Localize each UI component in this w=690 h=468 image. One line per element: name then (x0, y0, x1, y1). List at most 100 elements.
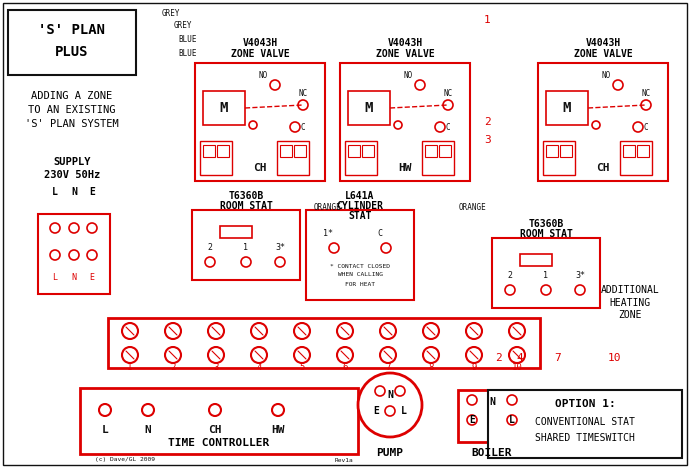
Text: * CONTACT CLOSED: * CONTACT CLOSED (330, 263, 390, 269)
Text: CH: CH (596, 163, 610, 173)
Text: 'S' PLAN SYSTEM: 'S' PLAN SYSTEM (25, 119, 119, 129)
Text: (c) Dave/GL 2009: (c) Dave/GL 2009 (95, 458, 155, 462)
Text: BLUE: BLUE (178, 50, 197, 58)
Text: SUPPLY: SUPPLY (53, 157, 91, 167)
Bar (458, 390, 526, 442)
Circle shape (641, 100, 651, 110)
Text: CYLINDER: CYLINDER (337, 201, 384, 211)
Text: GREY: GREY (174, 22, 193, 30)
Text: ORANGE: ORANGE (459, 203, 486, 212)
Bar (362, 145, 374, 157)
Text: NC: NC (444, 88, 453, 97)
Bar (348, 145, 360, 157)
Text: 2: 2 (170, 364, 176, 373)
Text: C: C (446, 123, 451, 132)
Circle shape (205, 257, 215, 267)
Circle shape (633, 122, 643, 132)
Text: M: M (563, 101, 571, 115)
Bar (543, 141, 575, 175)
Text: E: E (89, 187, 95, 197)
Text: HW: HW (271, 425, 285, 435)
Text: C: C (377, 229, 382, 239)
Text: TIME CONTROLLER: TIME CONTROLLER (168, 438, 270, 448)
Text: NO: NO (602, 71, 611, 80)
Text: OPTION 1:: OPTION 1: (555, 399, 615, 409)
Text: 4: 4 (256, 364, 262, 373)
Text: NO: NO (258, 71, 268, 80)
Bar (439, 145, 451, 157)
Text: BOILER: BOILER (472, 448, 512, 458)
Circle shape (592, 121, 600, 129)
Text: 1: 1 (484, 15, 491, 25)
Circle shape (415, 80, 425, 90)
Circle shape (575, 285, 585, 295)
Bar (345, 141, 377, 175)
Text: 1: 1 (544, 271, 549, 280)
Text: 10: 10 (511, 364, 522, 373)
Bar (192, 210, 300, 280)
Text: T6360B: T6360B (529, 219, 564, 229)
Circle shape (251, 347, 267, 363)
Text: 1*: 1* (323, 229, 333, 239)
Bar (546, 145, 558, 157)
Circle shape (165, 323, 181, 339)
Circle shape (509, 347, 525, 363)
Circle shape (294, 347, 310, 363)
Text: Rev1a: Rev1a (335, 458, 354, 462)
Text: CH: CH (253, 163, 267, 173)
Text: N: N (72, 273, 77, 283)
Text: 7: 7 (385, 364, 391, 373)
Text: N: N (387, 390, 393, 400)
Circle shape (505, 285, 515, 295)
Text: V4043H: V4043H (242, 38, 277, 48)
Bar (520, 254, 552, 266)
Text: ZONE VALVE: ZONE VALVE (573, 49, 632, 59)
Text: 8: 8 (428, 364, 434, 373)
Text: N: N (145, 425, 151, 435)
Text: 3: 3 (484, 135, 491, 145)
Text: L: L (509, 415, 515, 425)
Bar (620, 141, 652, 175)
Text: N: N (489, 397, 495, 407)
Circle shape (50, 223, 60, 233)
Text: L: L (52, 187, 58, 197)
Circle shape (395, 386, 405, 396)
Circle shape (358, 373, 422, 437)
Text: 2: 2 (495, 353, 502, 363)
Bar (340, 63, 470, 181)
Circle shape (275, 257, 285, 267)
Text: HW: HW (398, 163, 412, 173)
Circle shape (375, 386, 385, 396)
Text: CH: CH (208, 425, 221, 435)
Text: PUMP: PUMP (377, 448, 404, 458)
Circle shape (423, 347, 439, 363)
Text: M: M (365, 101, 373, 115)
Text: 2: 2 (208, 243, 213, 253)
Circle shape (298, 100, 308, 110)
Bar (488, 390, 682, 458)
Text: V4043H: V4043H (387, 38, 422, 48)
Text: N: N (71, 187, 77, 197)
Bar (560, 145, 572, 157)
Circle shape (209, 404, 221, 416)
Text: 2: 2 (508, 271, 513, 280)
Circle shape (249, 121, 257, 129)
Text: ZONE VALVE: ZONE VALVE (230, 49, 289, 59)
Text: NO: NO (404, 71, 413, 80)
Circle shape (294, 323, 310, 339)
Circle shape (337, 347, 353, 363)
Text: E: E (373, 406, 379, 416)
Bar (280, 145, 292, 157)
Circle shape (241, 257, 251, 267)
Bar (306, 210, 414, 300)
Bar (546, 91, 588, 125)
Text: 3*: 3* (575, 271, 585, 280)
Circle shape (467, 395, 477, 405)
Circle shape (380, 323, 396, 339)
Bar (217, 145, 229, 157)
Circle shape (142, 404, 154, 416)
Circle shape (251, 323, 267, 339)
Circle shape (329, 243, 339, 253)
Bar (108, 318, 540, 368)
Circle shape (69, 250, 79, 260)
